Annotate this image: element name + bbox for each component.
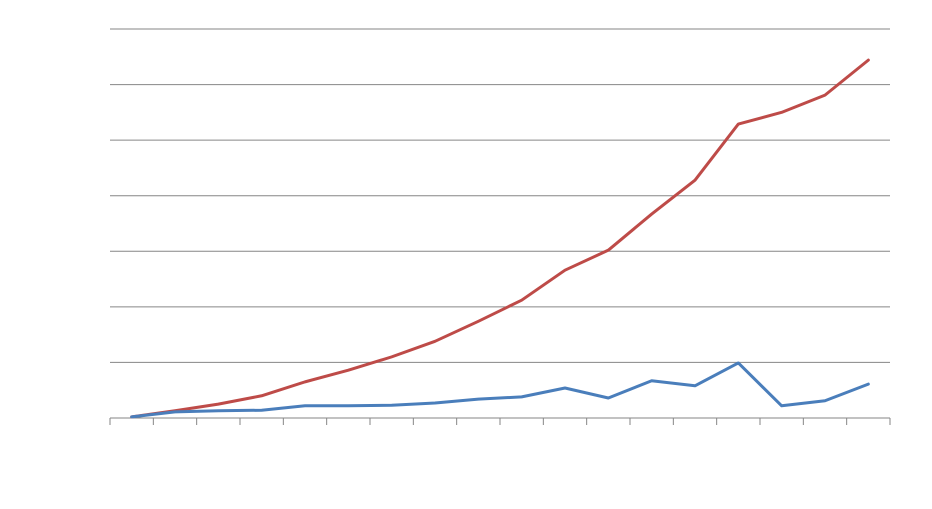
series-line: [130, 58, 870, 419]
series-line: [130, 361, 870, 419]
